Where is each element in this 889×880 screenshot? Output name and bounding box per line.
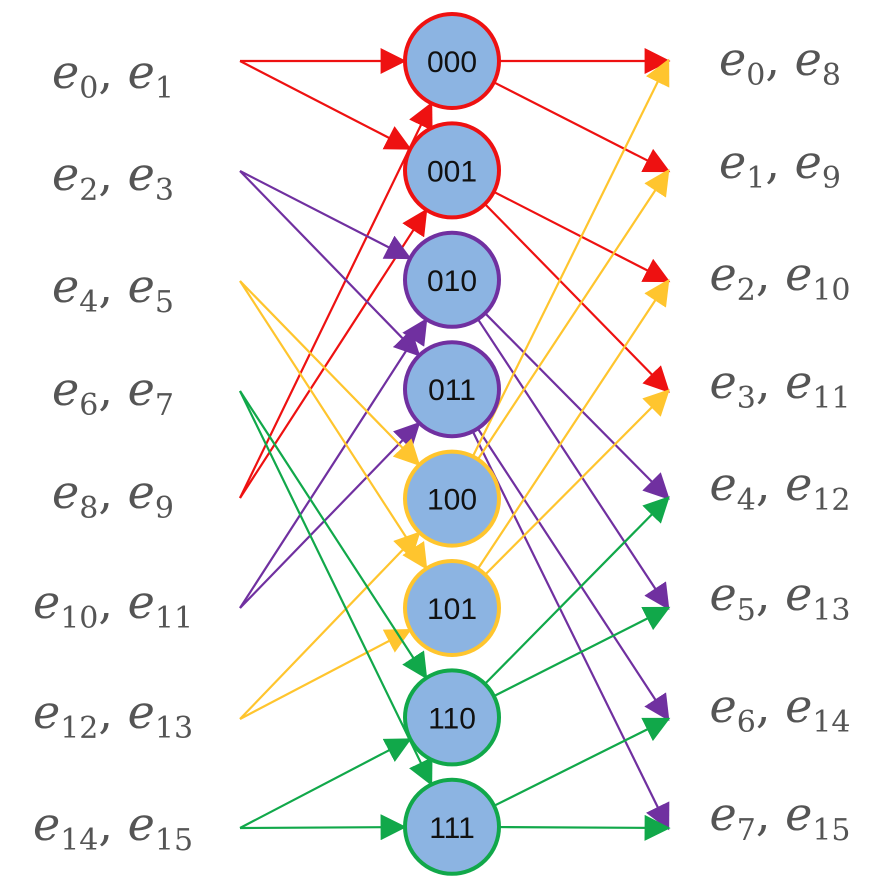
- node-110: 110: [403, 668, 501, 767]
- right-label-3: e3, e11: [710, 355, 851, 416]
- node-label: 000: [427, 46, 477, 79]
- node-circle: [403, 121, 501, 220]
- left-edge-4-to-node-0: [239, 101, 433, 499]
- left-edge-0-to-node-1: [239, 60, 412, 150]
- node-111: 111: [403, 777, 501, 876]
- right-edge-node-6-to-4: [484, 496, 670, 685]
- left-label-5: e10, e11: [33, 575, 193, 636]
- left-edge-3-to-node-7: [239, 390, 433, 786]
- left-label-1: e2, e3: [52, 147, 174, 208]
- node-101: 101: [403, 559, 501, 657]
- left-label-6: e12, e13: [33, 685, 193, 746]
- right-edge-node-7-to-6: [493, 717, 671, 807]
- left-label-7: e14, e15: [33, 797, 193, 858]
- right-label-6: e6, e14: [710, 679, 851, 740]
- left-label-3: e6, e7: [52, 362, 174, 423]
- right-label-2: e2, e10: [710, 247, 851, 308]
- node-circle: [403, 668, 501, 767]
- node-011: 011: [403, 340, 501, 439]
- left-edge-7-to-node-6: [239, 738, 412, 829]
- right-label-1: e1, e9: [719, 135, 841, 196]
- node-label: 001: [427, 155, 477, 188]
- node-circle: [403, 12, 501, 110]
- edges-layer: [239, 48, 671, 841]
- right-edge-node-5-to-3: [484, 389, 670, 576]
- right-edge-node-5-to-2: [476, 278, 670, 570]
- right-edge-node-2-to-4: [484, 312, 670, 500]
- left-edge-3-to-node-6: [239, 390, 428, 680]
- left-label-4: e8, e9: [52, 465, 174, 526]
- left-edge-5-to-node-3: [239, 421, 421, 609]
- node-label: 111: [429, 812, 475, 845]
- node-label: 101: [427, 593, 477, 626]
- left-edge-6-to-node-5: [239, 629, 412, 720]
- left-label-2: e4, e5: [52, 259, 174, 320]
- left-edge-1-to-node-2: [239, 170, 412, 260]
- left-edge-4-to-node-1: [239, 208, 428, 499]
- left-edge-6-to-node-4: [239, 531, 421, 720]
- node-circle: [403, 777, 501, 876]
- right-edge-node-7-to-7: [498, 814, 671, 841]
- left-edge-7-to-node-7: [239, 814, 407, 841]
- node-circle: [403, 449, 501, 548]
- left-label-0: e0, e1: [52, 45, 174, 106]
- left-edge-1-to-node-3: [239, 170, 421, 357]
- node-circle: [403, 559, 501, 657]
- node-label: 110: [428, 702, 476, 735]
- right-edge-node-3-to-7: [471, 430, 670, 831]
- node-000: 000: [403, 12, 501, 110]
- right-labels: e0, e8 e1, e9 e2, e10 e3, e11 e4, e12 e5, e13…: [710, 32, 851, 848]
- right-edge-node-2-to-5: [476, 318, 670, 611]
- left-labels: e0, e1 e2, e3 e4, e5 e6, e7 e8, e9 e10, e11 e1…: [33, 45, 193, 858]
- right-label-0: e0, e8: [719, 32, 841, 93]
- node-label: 100: [427, 484, 477, 517]
- right-label-7: e7, e15: [710, 787, 851, 848]
- right-edge-node-4-to-1: [476, 168, 670, 460]
- right-edge-node-3-to-6: [476, 427, 670, 722]
- right-label-4: e4, e12: [710, 457, 851, 518]
- node-label: 010: [427, 265, 477, 298]
- right-edge-node-0-to-1: [493, 81, 671, 173]
- node-001: 001: [403, 121, 501, 220]
- right-edge-node-1-to-3: [484, 203, 670, 393]
- node-010: 010: [403, 230, 501, 329]
- node-circle: [403, 230, 501, 329]
- left-edge-2-to-node-5: [239, 280, 428, 570]
- left-edge-2-to-node-4: [239, 280, 421, 467]
- node-100: 100: [403, 449, 501, 548]
- nodes-layer: 000 001 010 011 100 101 110 111: [403, 12, 501, 876]
- node-label: 011: [428, 374, 476, 407]
- left-edge-5-to-node-2: [239, 317, 428, 609]
- right-label-5: e5, e13: [710, 567, 851, 628]
- right-edge-node-4-to-0: [471, 58, 670, 457]
- right-edge-node-6-to-5: [493, 606, 671, 698]
- node-circle: [403, 340, 501, 439]
